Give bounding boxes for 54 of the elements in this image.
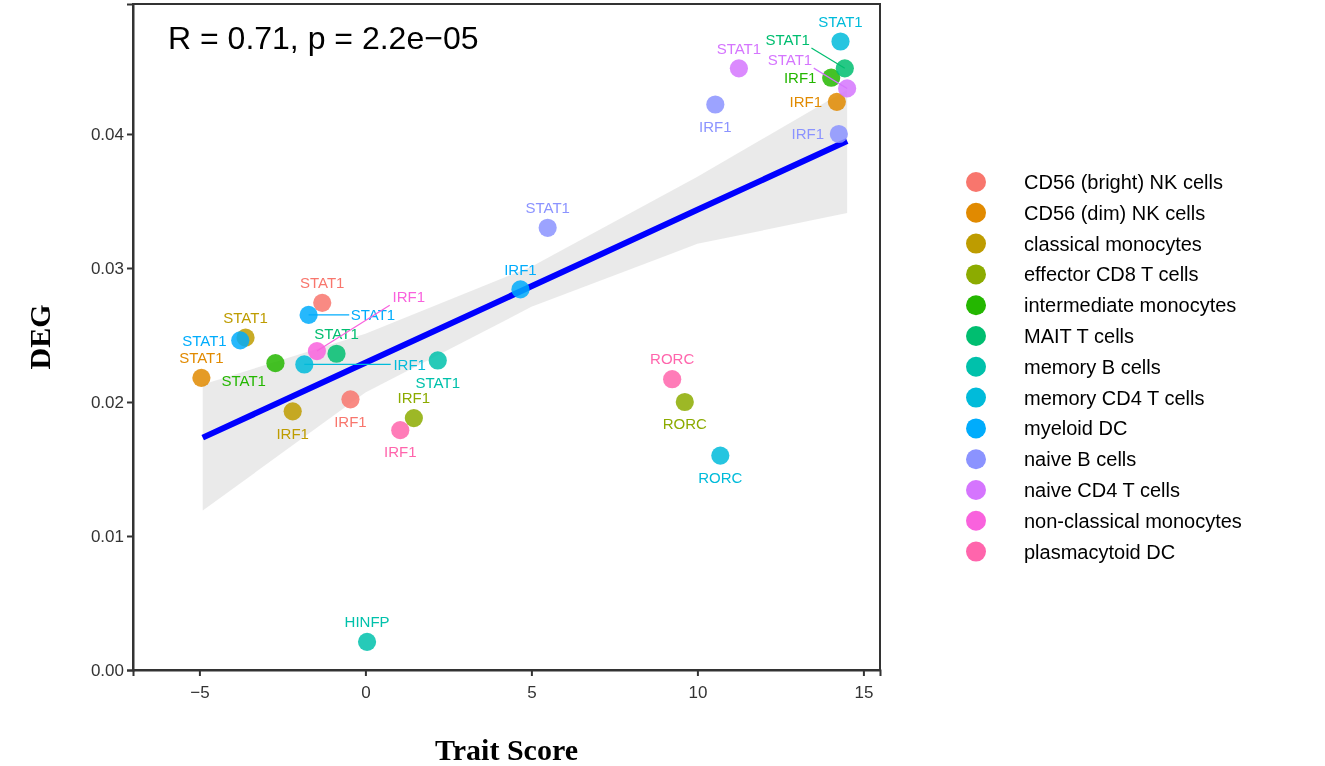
legend-label: naive CD4 T cells [1024,479,1180,501]
y-tick-label: 0.01 [90,526,124,546]
x-tick-label: 15 [854,682,874,702]
legend-label: classical monocytes [1024,232,1202,255]
legend-label: intermediate monocytes [1024,294,1237,317]
legend-label: plasmacytoid DC [1024,540,1176,563]
y-axis-title: DEG [23,304,56,370]
x-tick-label: −5 [190,682,210,702]
data-label: STAT1 [818,12,863,30]
data-label: IRF1 [397,389,431,407]
data-label: HINFP [344,613,390,631]
data-label: STAT1 [350,306,396,324]
annotation: R = 0.71, p = 2.2e−05 [168,20,479,56]
data-label: STAT1 [765,30,810,48]
data-label: STAT1 [415,373,460,391]
y-tick-label: 0.00 [90,660,124,680]
data-label: STAT1 [223,308,268,326]
data-label: STAT1 [525,199,570,217]
data-label: IRF1 [504,260,537,278]
y-tick-label: 0.03 [90,258,124,278]
data-label: IRF1 [783,68,817,86]
data-label: RORC [662,415,708,433]
data-label: RORC [650,350,695,368]
legend-label: naive B cells [1024,448,1137,471]
legend-label: effector CD8 T cells [1024,263,1199,286]
data-label: STAT1 [767,50,813,68]
legend-label: memory CD4 T cells [1024,386,1205,409]
legend-label: non-classical monocytes [1024,509,1242,532]
data-label: IRF1 [384,443,417,461]
data-label: STAT1 [182,331,227,349]
data-label: IRF1 [789,93,823,111]
data-label: STAT1 [300,274,345,292]
x-tick-label: 0 [361,682,371,702]
data-label: IRF1 [392,287,425,305]
data-label: IRF1 [334,412,367,430]
x-tick-label: 10 [688,682,708,702]
data-label: IRF1 [276,424,309,442]
data-label: STAT1 [221,372,266,390]
legend-label: MAIT T cells [1024,325,1135,347]
x-axis-title: Trait Score [434,733,579,766]
data-label: STAT1 [314,325,359,342]
x-tick-label: 5 [527,682,537,702]
legend-label: memory B cells [1024,355,1161,378]
data-label: STAT1 [716,39,762,57]
data-label: RORC [698,468,743,486]
data-label: STAT1 [179,349,224,367]
legend-label: CD56 (bright) NK cells [1024,171,1223,193]
data-label: IRF1 [791,125,825,143]
y-tick-label: 0.02 [90,392,124,412]
data-label: IRF1 [699,117,732,135]
legend-label: CD56 (dim) NK cells [1024,201,1206,224]
legend-label: myeloid DC [1024,417,1128,440]
data-label: IRF1 [393,355,426,373]
y-tick-label: 0.04 [90,124,124,144]
